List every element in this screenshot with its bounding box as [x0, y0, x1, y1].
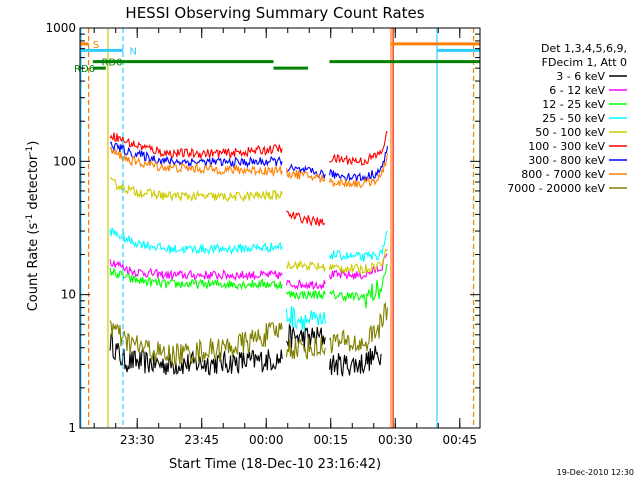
y-tick-label: 10 — [61, 288, 76, 302]
legend: Det 1,3,4,5,6,9,FDecim 1, Att 03 - 6 keV… — [507, 42, 627, 195]
y-tick-label: 1 — [68, 421, 76, 435]
series-line — [328, 248, 388, 275]
y-axis-label: Count Rate (s-1 detector-1) — [25, 141, 41, 312]
legend-entry-label: 800 - 7000 keV — [521, 168, 605, 181]
series-line — [286, 289, 326, 300]
series-line — [109, 331, 283, 376]
plot-area: S N RD0 RD6 1 10 100 1000 23:30 23:45 00:00 00:15 00… — [45, 21, 481, 447]
series-line — [109, 141, 283, 169]
chart-title: HESSI Observing Summary Count Rates — [125, 4, 424, 22]
y-axis-label-sup: -1 — [25, 214, 35, 223]
legend-header: FDecim 1, Att 0 — [542, 56, 627, 69]
series-line — [109, 259, 283, 282]
series-line — [328, 230, 388, 263]
x-tick-label: 00:15 — [313, 433, 348, 447]
x-tick-label: 23:30 — [120, 433, 155, 447]
x-tick-label: 23:45 — [184, 433, 219, 447]
series-line — [109, 177, 283, 203]
series-line — [286, 210, 326, 227]
series-line — [109, 267, 283, 291]
series-line — [328, 345, 382, 377]
series-line — [328, 253, 388, 280]
series-line — [328, 153, 389, 189]
series-line — [328, 301, 389, 354]
y-axis-label-sup: -1 — [25, 146, 35, 155]
series-line — [285, 168, 326, 184]
series-line — [109, 226, 283, 256]
series-line — [329, 130, 388, 166]
y-axis-label-part: ) — [26, 141, 41, 146]
legend-entry-label: 7000 - 20000 keV — [507, 182, 605, 195]
x-tick-label: 00:00 — [249, 433, 284, 447]
y-axis-label-part: Count Rate (s — [26, 223, 41, 312]
series-line — [109, 146, 283, 178]
x-tick-label: 00:30 — [378, 433, 413, 447]
status-bar-label: RD6 — [74, 64, 95, 75]
series-line — [109, 320, 283, 366]
y-tick-label: 100 — [53, 154, 76, 168]
status-bar-label: RD0 — [102, 58, 123, 69]
legend-entry-label: 100 - 300 keV — [528, 140, 605, 153]
legend-entry-label: 25 - 50 keV — [542, 112, 605, 125]
y-tick-label: 1000 — [45, 21, 76, 35]
generated-timestamp: 19-Dec-2010 12:30 — [557, 468, 634, 477]
legend-entry-label: 6 - 12 keV — [549, 84, 605, 97]
series-line — [285, 336, 326, 360]
status-bar-label: N — [129, 46, 136, 57]
series-line — [286, 259, 326, 272]
series-line — [328, 146, 389, 182]
status-bar-label: S — [93, 40, 99, 51]
legend-entry-label: 50 - 100 keV — [535, 126, 605, 139]
legend-entry-label: 12 - 25 keV — [542, 98, 605, 111]
series-line — [285, 305, 326, 332]
plot-frame — [79, 27, 481, 429]
x-tick-label: 00:45 — [442, 433, 477, 447]
series-line — [109, 132, 283, 160]
x-axis-label: Start Time (18-Dec-10 23:16:42) — [169, 457, 381, 472]
legend-header: Det 1,3,4,5,6,9, — [541, 42, 627, 55]
legend-entry-label: 3 - 6 keV — [556, 70, 605, 83]
series-line — [285, 279, 326, 291]
series-line — [329, 263, 388, 309]
y-axis-label-part: detector — [26, 154, 41, 214]
legend-entry-label: 300 - 800 keV — [528, 154, 605, 167]
series-line — [286, 323, 326, 349]
